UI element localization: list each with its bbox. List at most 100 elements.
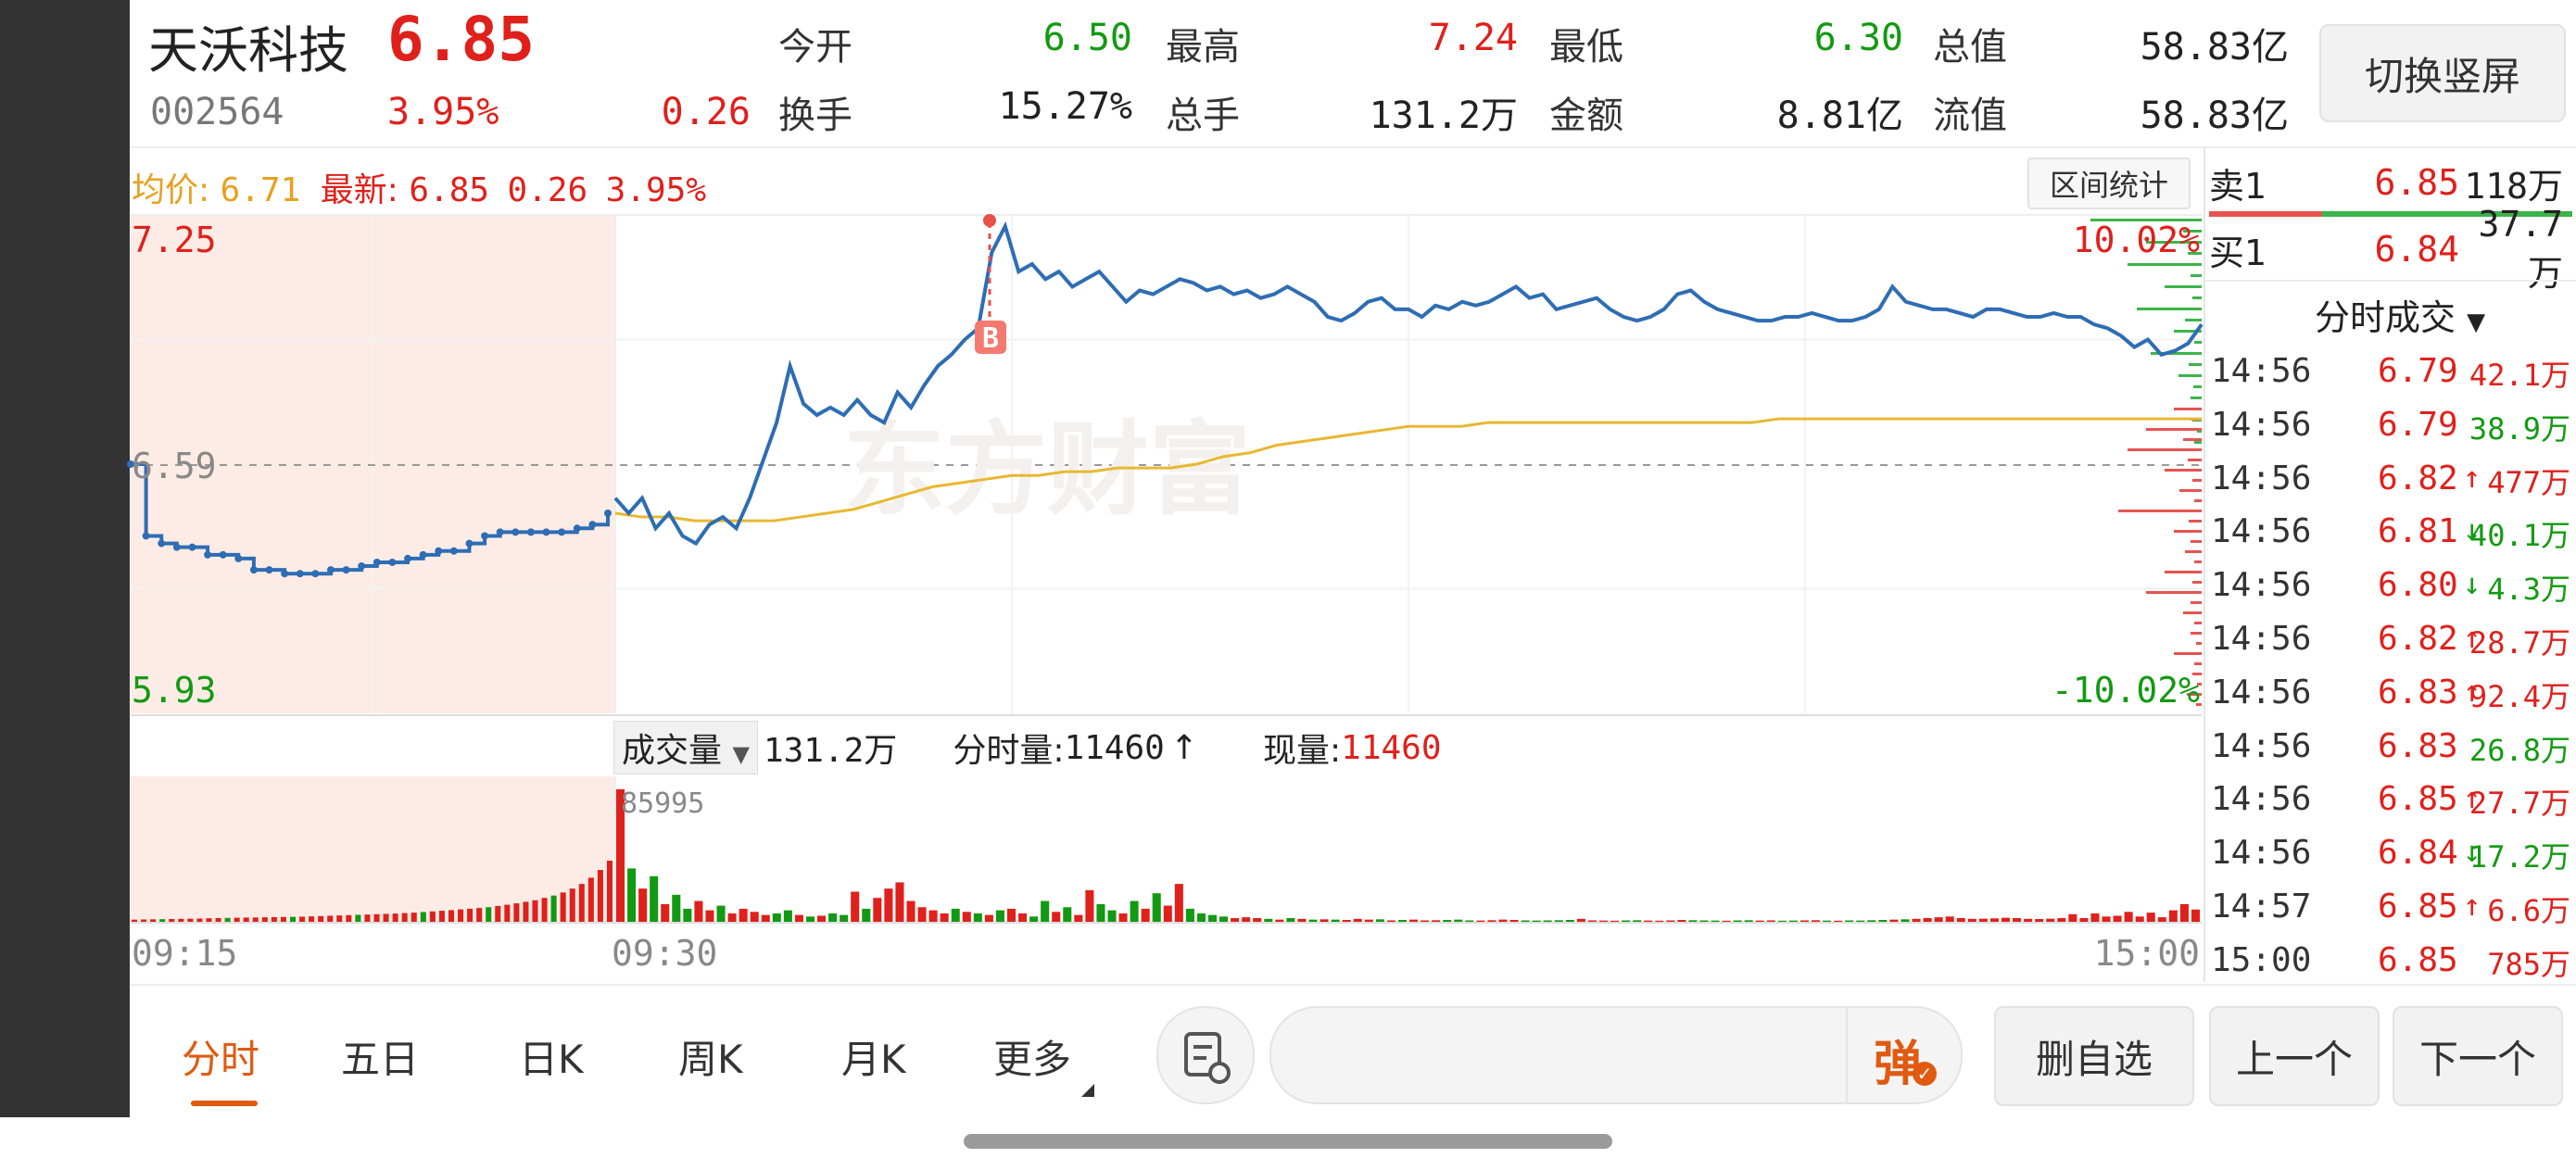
volume-bar xyxy=(1353,918,1362,923)
range-stats-button[interactable]: 区间统计 xyxy=(2027,157,2191,209)
volume-bar xyxy=(1308,919,1318,923)
depth-bar xyxy=(2185,319,2202,321)
tick-time: 14:56 xyxy=(2211,459,2312,497)
volume-bar xyxy=(1063,907,1072,923)
auction-price-line xyxy=(131,462,610,576)
volume-bar xyxy=(318,915,324,923)
depth-bar xyxy=(2196,703,2202,706)
depth-bar xyxy=(2192,479,2202,482)
volume-bar xyxy=(873,898,882,923)
left-side-panel xyxy=(0,0,130,1117)
volume-bar xyxy=(1264,918,1273,923)
volume-selector[interactable]: 成交量 ▼ xyxy=(613,721,758,774)
depth-bar xyxy=(2118,510,2202,512)
switch-portrait-button[interactable]: 切换竖屏 xyxy=(2319,24,2566,122)
tick-time: 14:56 xyxy=(2211,405,2312,444)
ticks-title[interactable]: 分时成交 ▼ xyxy=(2315,289,2485,340)
tab-2[interactable]: 日K xyxy=(519,1037,584,1082)
stat-value: 58.83亿 xyxy=(2140,94,2289,137)
volume-bar xyxy=(410,913,417,923)
tick-price: 6.83 xyxy=(2378,673,2458,711)
note-settings-button[interactable] xyxy=(1156,1006,1255,1104)
volume-bar xyxy=(1242,917,1251,923)
volume-bar xyxy=(2024,918,2033,923)
tab-0[interactable]: 分时 xyxy=(182,1037,260,1082)
volume-bar xyxy=(884,888,893,923)
volume-bar xyxy=(2146,913,2155,923)
volume-bar xyxy=(1711,920,1720,923)
intraday-chart[interactable]: 东方财富 B 7.25 6.59 5.93 10.02% -10.02% 859… xyxy=(0,0,2205,991)
tab-5[interactable]: 更多 xyxy=(993,1037,1072,1082)
volume-bar xyxy=(694,900,703,923)
tick-price: 6.85 xyxy=(2378,940,2458,979)
prev-stock-button[interactable]: 上一个 xyxy=(2209,1006,2380,1106)
volume-bar xyxy=(973,913,982,923)
remove-watchlist-button[interactable]: 删自选 xyxy=(1994,1006,2194,1106)
tick-time: 14:56 xyxy=(2211,673,2312,711)
stock-name: 天沃科技 xyxy=(148,21,348,80)
depth-bar xyxy=(2090,219,2202,221)
depth-bar xyxy=(2174,330,2202,333)
minute-volume: 11460 xyxy=(1064,728,1165,767)
volume-bar xyxy=(1823,920,1832,923)
volume-bar xyxy=(1733,920,1742,923)
volume-bar xyxy=(862,908,871,923)
volume-bar xyxy=(1163,905,1172,923)
volume-bar xyxy=(1878,919,1888,923)
volume-bar xyxy=(1207,914,1218,923)
auction-dot xyxy=(142,532,150,540)
volume-bar xyxy=(252,917,259,923)
depth-bar xyxy=(2197,683,2202,686)
tick-price: 6.81 xyxy=(2378,512,2458,551)
tick-row: 14:56 6.79 42.1万 xyxy=(2211,346,2574,398)
ask-strength-bar xyxy=(2209,211,2322,217)
auction-dot xyxy=(573,524,581,533)
avg-label: 均价: xyxy=(132,171,210,209)
current-volume-label: 现量: xyxy=(1263,732,1342,770)
tick-price: 6.85 xyxy=(2378,888,2458,925)
stat-value: 6.50 xyxy=(1042,17,1132,59)
y-mid-label: 6.59 xyxy=(132,446,217,486)
home-indicator[interactable] xyxy=(964,1134,1612,1149)
ask-row: 卖1 6.85 118万 xyxy=(2209,156,2572,209)
minute-volume-label: 分时量: xyxy=(953,732,1065,770)
buy-marker[interactable] xyxy=(975,321,1006,354)
volume-bar xyxy=(1565,919,1574,923)
depth-bar xyxy=(2183,438,2202,441)
volume-bar xyxy=(401,913,408,923)
tick-time: 14:56 xyxy=(2211,620,2312,658)
tick-row: 14:56 6.82 ↑ 477万 xyxy=(2211,454,2574,506)
danmu-toggle-button[interactable]: 弹 xyxy=(1874,1037,1923,1092)
next-stock-button[interactable]: 下一个 xyxy=(2393,1006,2563,1106)
auction-dot xyxy=(158,539,166,548)
volume-bar xyxy=(132,919,138,923)
volume-bar xyxy=(739,908,748,923)
volume-bar xyxy=(1777,920,1787,923)
tick-arrow: ↓ xyxy=(2463,566,2481,602)
volume-bar xyxy=(840,914,849,923)
volume-bar xyxy=(1644,920,1653,923)
volume-bar xyxy=(1543,920,1552,923)
bid-price: 6.84 xyxy=(2374,229,2459,270)
depth-bar xyxy=(2183,611,2202,614)
volume-bar xyxy=(560,892,566,923)
volume-bar xyxy=(1799,920,1810,923)
volume-bar xyxy=(1989,918,1999,923)
volume-bar xyxy=(2090,913,2100,923)
danmu-input[interactable]: 弹 ✓ xyxy=(1269,1006,1963,1104)
tick-row: 14:57 6.85 ↑ 6.6万 xyxy=(2211,882,2574,934)
latest-value: 6.85 xyxy=(409,171,490,209)
volume-bar xyxy=(1397,919,1407,923)
tick-arrow: ↑ xyxy=(2463,459,2481,495)
tick-arrow: ↓ xyxy=(2463,512,2481,548)
volume-bar xyxy=(1576,918,1585,923)
volume-bar xyxy=(513,903,520,923)
volume-bar xyxy=(783,910,792,923)
tick-arrow: ↑ xyxy=(2463,780,2481,816)
auction-dot xyxy=(373,558,381,566)
tab-1[interactable]: 五日 xyxy=(341,1037,420,1082)
tab-4[interactable]: 月K xyxy=(841,1037,906,1082)
depth-bar xyxy=(2178,374,2202,377)
depth-bar xyxy=(2191,397,2202,399)
tab-3[interactable]: 周K xyxy=(678,1037,743,1082)
